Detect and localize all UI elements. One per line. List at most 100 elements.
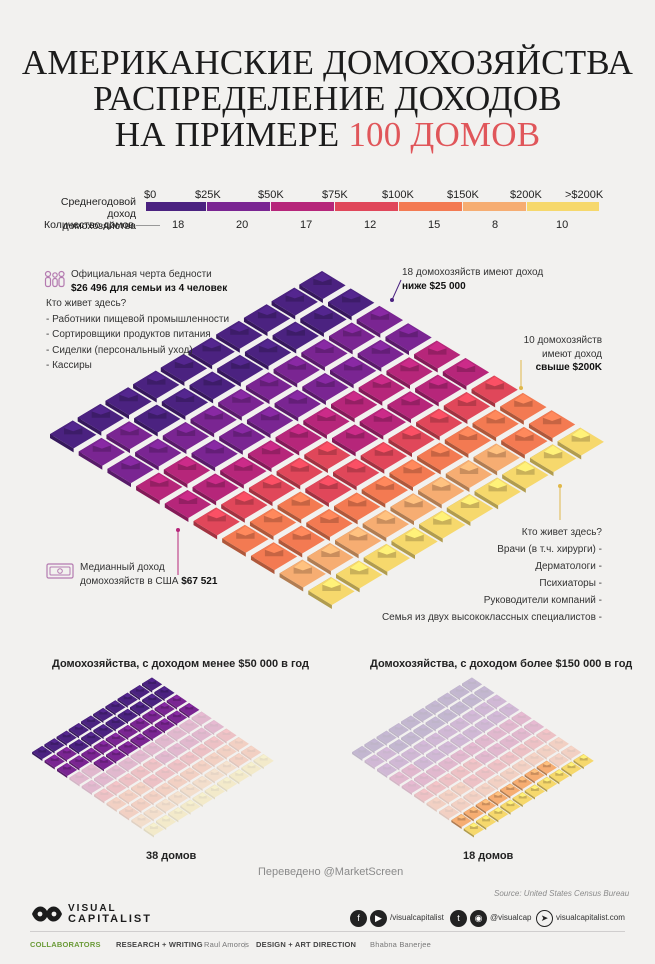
house-cell bbox=[77, 403, 125, 436]
house-cell bbox=[155, 734, 176, 750]
brand-name: VISUAL CAPITALIST bbox=[68, 903, 152, 925]
house-cell bbox=[474, 718, 495, 734]
count-value: 8 bbox=[492, 219, 499, 231]
house-cell bbox=[413, 707, 434, 724]
house-cell bbox=[425, 732, 446, 748]
house-cell bbox=[438, 740, 459, 757]
house-cell bbox=[163, 456, 211, 488]
house-cell bbox=[155, 750, 176, 766]
house-cell bbox=[44, 738, 65, 754]
house-cell bbox=[524, 736, 545, 752]
house-cell bbox=[142, 677, 163, 693]
research-name: Raul Amoros bbox=[204, 940, 250, 949]
house-cell bbox=[557, 427, 604, 460]
house-cell bbox=[143, 774, 164, 790]
house-cell bbox=[228, 736, 249, 753]
house-cell bbox=[528, 410, 576, 443]
house-cell bbox=[426, 748, 447, 764]
house-cell bbox=[143, 790, 164, 806]
house-cell bbox=[118, 740, 139, 757]
house-cell bbox=[401, 747, 422, 763]
title-line-2: РАСПРЕДЕЛЕНИЕ ДОХОДОВ bbox=[93, 79, 562, 118]
twitter-icon[interactable]: t bbox=[450, 910, 467, 927]
house-cell bbox=[247, 440, 295, 473]
house-cell bbox=[500, 767, 521, 783]
house-cell bbox=[499, 719, 520, 735]
facebook-handle[interactable]: /visualcapitalist bbox=[390, 913, 444, 922]
house-cell bbox=[69, 755, 90, 771]
above-200k-text-1: 10 домохозяйств bbox=[523, 335, 602, 346]
who-low-item: - Сортировщики продуктов питания bbox=[46, 329, 211, 340]
house-cell bbox=[415, 374, 462, 407]
median-text-line-2: домохозяйств в США $67 521 bbox=[80, 575, 217, 589]
house-cell bbox=[308, 577, 355, 609]
facebook-icon[interactable]: f bbox=[350, 910, 367, 927]
house-cell bbox=[438, 757, 459, 773]
house-cell bbox=[161, 388, 209, 420]
house-cell bbox=[93, 756, 114, 772]
legend-segment bbox=[335, 202, 398, 211]
house-cell bbox=[462, 677, 483, 693]
who-high-item: Дерматологи - bbox=[535, 561, 602, 572]
house-cell bbox=[413, 740, 434, 756]
house-cell bbox=[357, 339, 405, 372]
house-cell bbox=[451, 813, 472, 830]
visual-capitalist-logo[interactable] bbox=[30, 902, 64, 926]
leader-dot bbox=[390, 298, 394, 302]
house-cell bbox=[305, 475, 352, 507]
house-cell bbox=[168, 791, 189, 807]
tick-label: >$200K bbox=[565, 189, 604, 201]
house-cell bbox=[192, 743, 213, 759]
house-cell bbox=[537, 776, 558, 792]
house-cell bbox=[332, 424, 379, 457]
house-cell bbox=[511, 727, 532, 743]
house-cell bbox=[216, 320, 263, 353]
twitter-handle[interactable]: @visualcap bbox=[490, 913, 532, 922]
house-cell bbox=[246, 406, 294, 439]
house-cell bbox=[32, 745, 53, 762]
design-name: Bhabna Banerjee bbox=[370, 940, 431, 949]
who-high-item: Семья из двух высококлассных специалисто… bbox=[381, 612, 602, 623]
house-cell bbox=[450, 701, 471, 717]
website-link[interactable]: visualcapitalist.com bbox=[556, 913, 625, 922]
house-cell bbox=[511, 711, 532, 727]
house-cell bbox=[216, 744, 237, 760]
house-cell bbox=[106, 764, 127, 780]
poverty-line-text: Официальная черта бедности bbox=[71, 269, 212, 280]
house-cell bbox=[167, 710, 188, 726]
house-cell bbox=[389, 755, 410, 771]
house-cell bbox=[414, 772, 435, 788]
house-cell bbox=[306, 509, 353, 541]
source-credit: Source: United States Census Bureau bbox=[494, 889, 630, 898]
poverty-note: Официальная черта бедности $26 496 для с… bbox=[71, 268, 227, 295]
house-cell bbox=[462, 709, 483, 725]
house-cell bbox=[463, 790, 484, 806]
house-cell bbox=[488, 807, 509, 823]
house-cell bbox=[487, 742, 508, 758]
house-cell bbox=[425, 716, 446, 732]
house-cell bbox=[118, 789, 139, 805]
tick-label: $50K bbox=[258, 189, 284, 201]
house-cell bbox=[413, 756, 434, 772]
house-cell bbox=[536, 760, 557, 776]
house-cell bbox=[474, 702, 495, 718]
below-25k-note: 18 домохозяйств имеют доход ниже $25 000 bbox=[402, 266, 543, 293]
instagram-icon[interactable]: ◉ bbox=[470, 910, 487, 927]
house-cell bbox=[135, 438, 182, 471]
house-cell bbox=[463, 774, 484, 790]
above-200k-text-2: имеют доход bbox=[541, 348, 602, 360]
house-cell bbox=[220, 456, 267, 489]
house-cell bbox=[386, 357, 433, 390]
house-cell bbox=[192, 775, 213, 792]
house-cell bbox=[81, 731, 102, 747]
house-cell bbox=[189, 371, 236, 404]
translated-credit: Переведено @MarketScreen bbox=[258, 866, 404, 878]
house-cell bbox=[450, 717, 471, 733]
house-cell bbox=[389, 771, 410, 787]
cursor-icon[interactable]: ➤ bbox=[536, 910, 553, 927]
house-cell bbox=[487, 726, 508, 742]
youtube-icon[interactable]: ▶ bbox=[370, 910, 387, 927]
title-line-3: НА ПРИМЕРЕ 100 ДОМОВ bbox=[0, 117, 655, 152]
house-cell bbox=[130, 749, 151, 765]
house-cell bbox=[426, 780, 447, 796]
